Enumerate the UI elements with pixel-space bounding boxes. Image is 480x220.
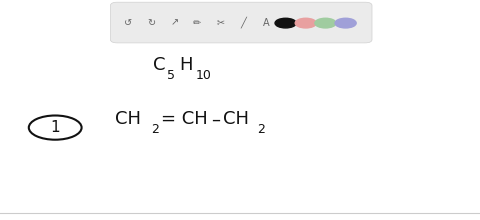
Text: ✏: ✏ [193,18,201,28]
Text: ⊞: ⊞ [286,18,293,28]
Text: 2: 2 [257,123,264,136]
Text: 2: 2 [151,123,159,136]
Text: –: – [211,110,220,128]
Text: = CH: = CH [161,110,207,128]
Text: ↗: ↗ [170,18,178,28]
Text: CH: CH [115,110,141,128]
Text: H: H [179,56,192,74]
Text: CH: CH [223,110,249,128]
Text: A: A [263,18,270,28]
Text: ╱: ╱ [240,17,246,28]
Circle shape [275,18,296,28]
Circle shape [295,18,316,28]
Circle shape [335,18,356,28]
Text: ↺: ↺ [124,18,132,28]
Text: ↻: ↻ [147,18,155,28]
FancyBboxPatch shape [110,2,372,43]
Circle shape [315,18,336,28]
Text: C: C [153,56,165,74]
Text: 1: 1 [50,120,60,135]
Text: 5: 5 [167,69,175,82]
Text: 10: 10 [196,69,212,82]
Text: ✂: ✂ [216,18,224,28]
